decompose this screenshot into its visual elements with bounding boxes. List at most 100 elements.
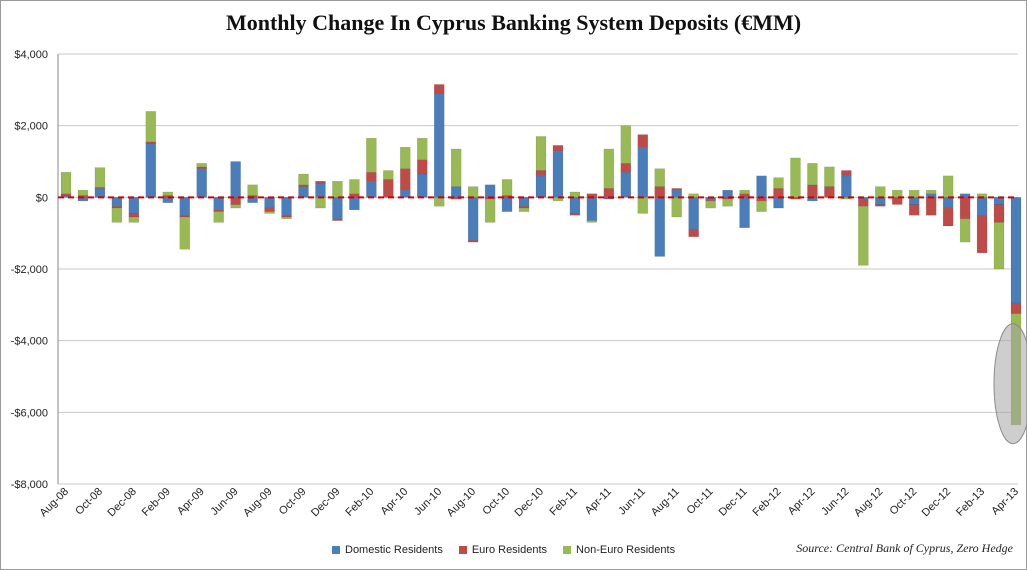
x-tick-label: Apr-09 <box>175 486 207 518</box>
legend-label-domestic: Domestic Residents <box>345 544 443 556</box>
source-note: Source: Central Bank of Cyprus, Zero Hed… <box>796 541 1013 555</box>
bar-non-euro <box>128 216 140 223</box>
bar-euro <box>942 207 954 227</box>
bar-euro <box>824 186 835 198</box>
bar-domestic <box>281 197 292 216</box>
bar-domestic <box>196 168 207 198</box>
bar-domestic <box>264 197 275 209</box>
bar-euro <box>213 209 224 212</box>
x-tick-label: Oct-12 <box>888 486 920 518</box>
x-tick-label: Apr-13 <box>989 486 1021 518</box>
legend-label-non-euro: Non-Euro Residents <box>576 544 676 556</box>
bar-euro <box>196 166 207 169</box>
bar-domestic <box>993 197 1005 205</box>
bar-non-euro <box>586 220 598 223</box>
bar-domestic <box>942 197 954 209</box>
bar-domestic <box>501 197 513 212</box>
bar-non-euro <box>400 146 411 169</box>
legend-swatch-domestic <box>332 546 340 554</box>
x-tick-label: Aug-11 <box>649 486 682 519</box>
x-tick-label: Dec-11 <box>717 486 750 519</box>
bar-non-euro <box>790 157 801 198</box>
x-tick-label: Aug-10 <box>445 486 479 520</box>
bar-non-euro <box>196 163 207 168</box>
bar-non-euro <box>264 211 275 214</box>
bar-euro <box>366 172 377 182</box>
bar-domestic <box>875 197 886 205</box>
y-tick-label: -$2,000 <box>11 264 48 276</box>
bar-non-euro <box>858 206 869 266</box>
bar-euro <box>773 188 784 198</box>
bar-non-euro <box>467 186 479 198</box>
bar-non-euro <box>433 197 445 207</box>
highlight-ellipse <box>993 323 1027 445</box>
x-tick-label: Jun-11 <box>616 486 648 518</box>
bar-non-euro <box>298 173 309 186</box>
bar-euro <box>925 197 937 216</box>
bar-euro <box>959 197 971 220</box>
bar-domestic <box>467 197 479 241</box>
bar-non-euro <box>807 163 818 186</box>
bar-non-euro <box>484 198 496 223</box>
chart-title: Monthly Change In Cyprus Banking System … <box>225 10 802 35</box>
legend-non-euro: Non-Euro Residents <box>563 544 675 556</box>
bar-domestic <box>637 146 649 198</box>
x-tick-label: Jun-09 <box>208 486 240 518</box>
x-tick-label: Apr-11 <box>583 486 614 517</box>
bar-euro <box>908 204 920 216</box>
bar-domestic <box>569 197 581 214</box>
bar-domestic <box>213 197 224 211</box>
legend: Domestic Residents Euro Residents Non-Eu… <box>332 542 675 558</box>
bar-domestic <box>739 197 750 229</box>
bar-euro <box>467 240 479 243</box>
bar-euro <box>383 179 394 198</box>
bar-non-euro <box>620 125 632 164</box>
bar-non-euro <box>654 168 665 187</box>
bar-domestic <box>298 186 309 198</box>
x-tick-label: Oct-08 <box>73 486 105 518</box>
bar-euro <box>688 229 699 237</box>
bar-non-euro <box>349 179 360 195</box>
bar-non-euro <box>145 111 157 143</box>
bar-domestic <box>908 197 920 205</box>
bar-domestic <box>654 197 665 257</box>
legend-domestic: Domestic Residents <box>332 544 443 556</box>
bar-non-euro <box>959 218 971 243</box>
bar-euro <box>552 145 564 151</box>
bar-euro <box>671 188 682 191</box>
bar-non-euro <box>739 189 750 195</box>
bar-domestic <box>111 197 123 207</box>
bar-euro <box>841 170 852 177</box>
bar-euro <box>620 163 632 173</box>
bar-domestic <box>400 189 411 198</box>
x-tick-label: Jun-12 <box>819 486 851 518</box>
bar-euro <box>298 184 309 187</box>
bar-euro <box>128 213 140 218</box>
bar-non-euro <box>637 197 649 214</box>
bar-non-euro <box>213 211 224 223</box>
bar-non-euro <box>552 197 564 202</box>
bar-euro <box>637 134 649 148</box>
bar-domestic <box>620 172 632 198</box>
bar-domestic <box>552 150 564 198</box>
bar-domestic <box>366 180 377 198</box>
x-tick-label: Apr-10 <box>379 486 411 518</box>
bar-domestic <box>128 197 140 214</box>
bar-non-euro <box>383 170 394 180</box>
x-tick-label: Dec-12 <box>920 486 954 520</box>
bar-domestic <box>179 197 190 216</box>
bar-non-euro <box>824 166 835 187</box>
x-tick-label: Dec-09 <box>309 486 343 520</box>
bar-non-euro <box>722 198 733 207</box>
bar-domestic <box>722 189 733 198</box>
x-tick-label: Aug-09 <box>241 486 275 520</box>
bar-domestic <box>94 188 106 198</box>
x-tick-label: Oct-10 <box>480 486 512 518</box>
bar-euro <box>145 141 157 144</box>
bar-euro <box>1010 302 1022 315</box>
bar-euro <box>400 168 411 191</box>
x-tick-label: Feb-09 <box>140 486 173 519</box>
bar-domestic <box>841 175 852 198</box>
bar-domestic <box>535 175 547 198</box>
x-tick-label: Feb-13 <box>954 486 987 519</box>
